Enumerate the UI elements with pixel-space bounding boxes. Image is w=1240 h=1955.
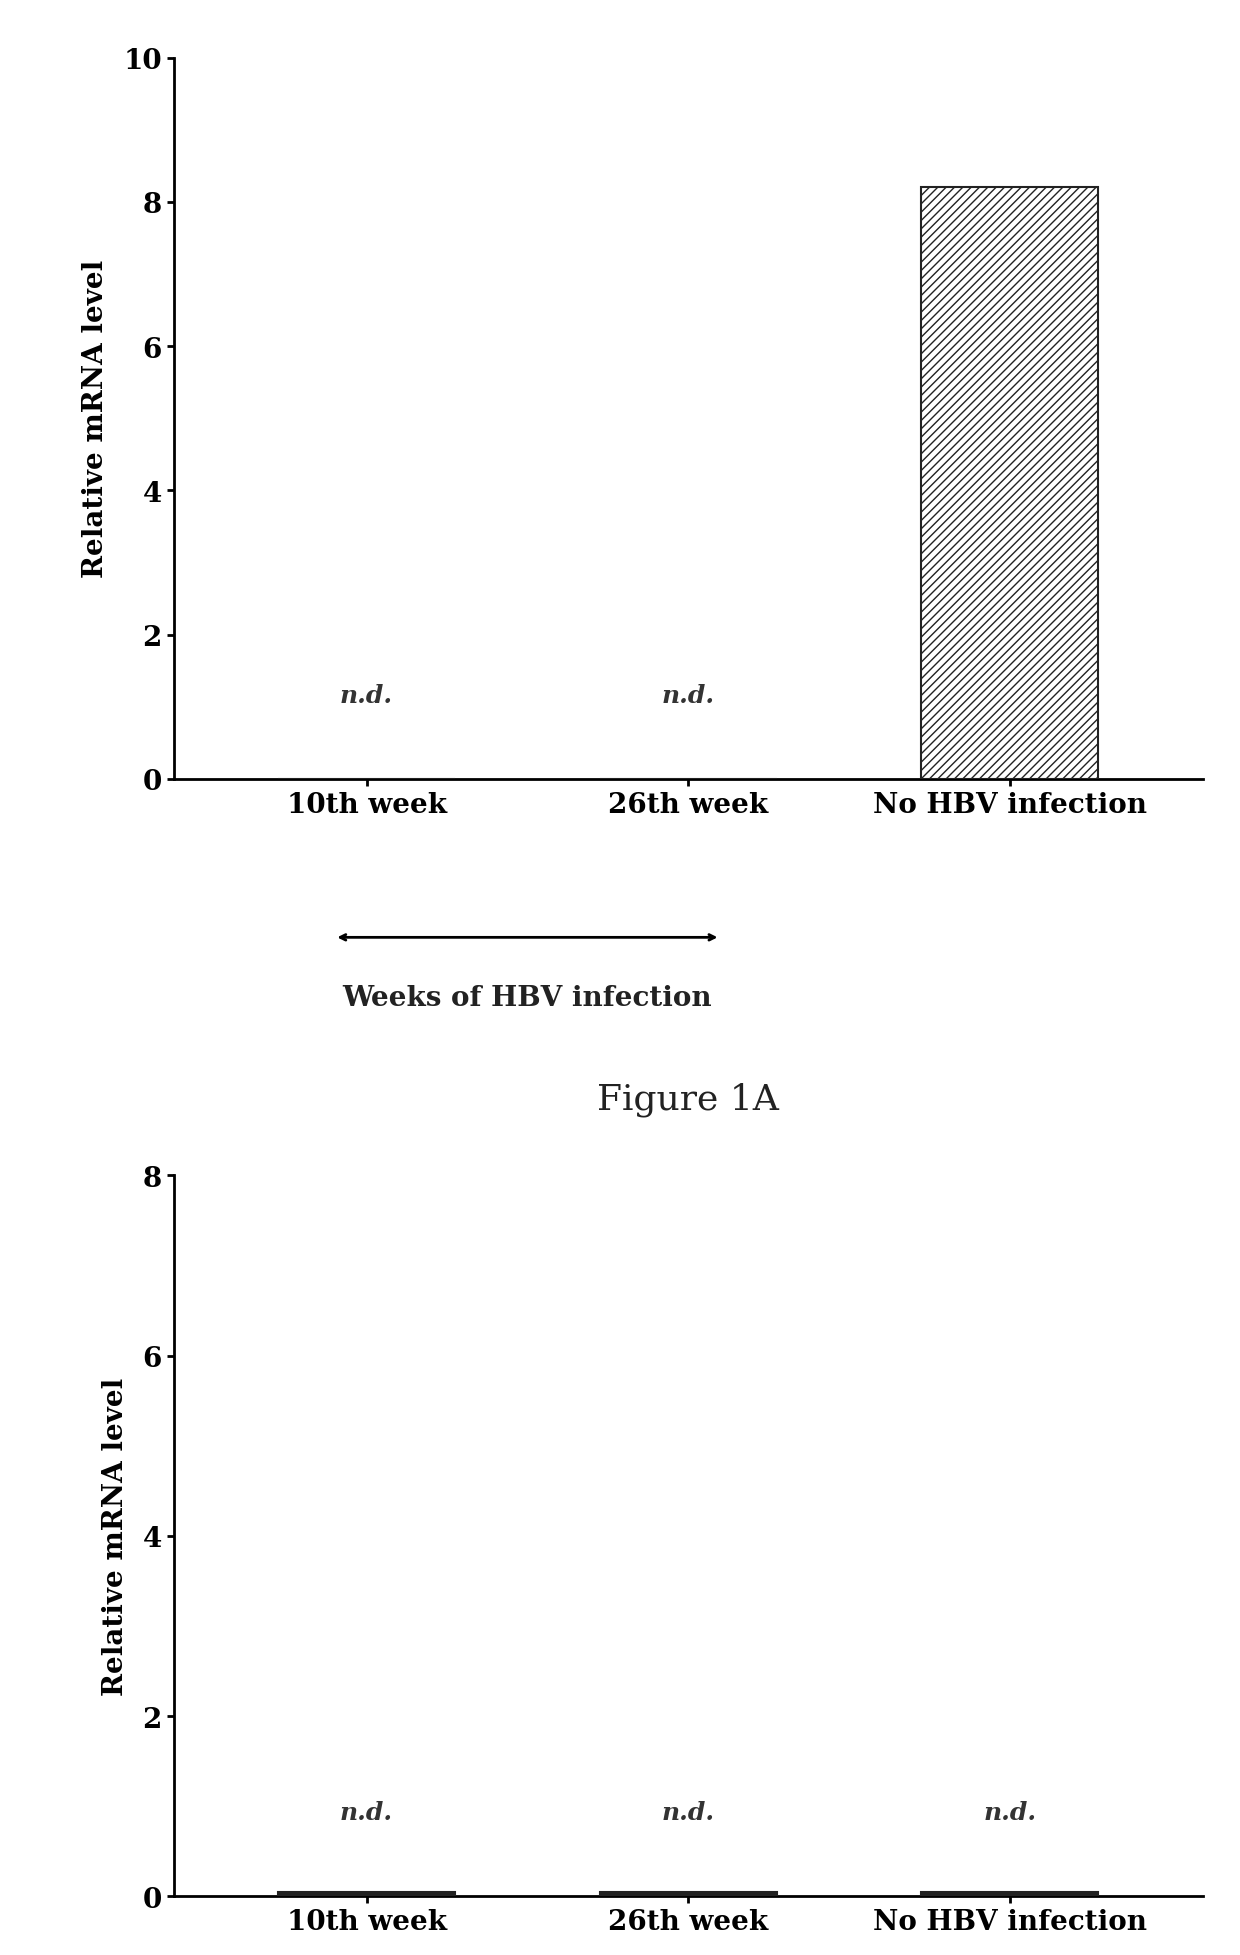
Text: n.d.: n.d. (340, 682, 393, 708)
Y-axis label: Relative mRNA level: Relative mRNA level (102, 1376, 129, 1695)
Text: n.d.: n.d. (340, 1801, 393, 1824)
Text: n.d.: n.d. (662, 1801, 714, 1824)
Text: Figure 1A: Figure 1A (598, 1081, 779, 1116)
Bar (921, 1892, 1099, 1896)
Bar (921, 188, 1099, 780)
Text: Weeks of HBV infection: Weeks of HBV infection (342, 985, 712, 1011)
Bar (600, 1892, 776, 1896)
Bar (278, 1892, 455, 1896)
Text: n.d.: n.d. (662, 682, 714, 708)
Y-axis label: Relative mRNA level: Relative mRNA level (82, 260, 109, 579)
Text: n.d.: n.d. (983, 1801, 1037, 1824)
